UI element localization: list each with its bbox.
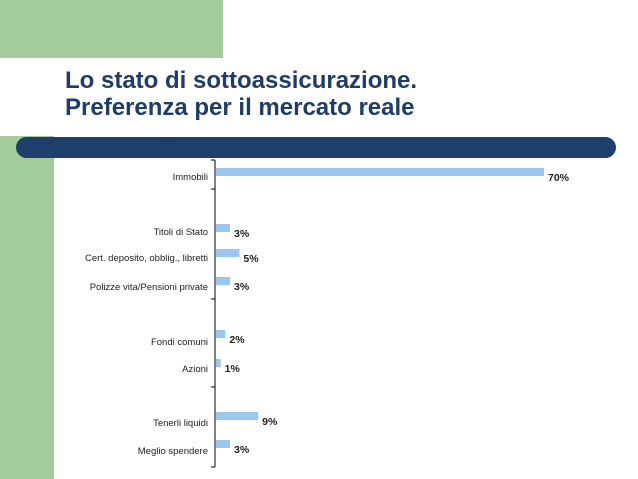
- bar-1: [216, 168, 544, 176]
- category-label-3: Cert. deposito, obblig., libretti: [85, 253, 208, 264]
- bar-value-label-4: 3%: [234, 281, 250, 293]
- bar-value-label-1: 70%: [548, 172, 570, 184]
- title-area: [0, 58, 638, 136]
- bar-7: [216, 412, 259, 420]
- bar-3: [216, 249, 240, 257]
- slide-title-line-1: Lo stato di sottoassicurazione.: [65, 67, 418, 94]
- bar-value-label-6: 1%: [225, 363, 241, 375]
- category-label-4: Polizze vita/Pensioni private: [90, 282, 208, 293]
- bar-value-label-2: 3%: [234, 228, 250, 240]
- bar-6: [216, 359, 221, 367]
- bar-value-label-7: 9%: [262, 416, 278, 428]
- category-label-7: Tenerli liquidi: [153, 418, 208, 429]
- title-banner: [16, 137, 616, 158]
- category-label-8: Meglio spendere: [138, 446, 208, 457]
- bar-2: [216, 224, 231, 232]
- bar-value-label-8: 3%: [234, 444, 250, 456]
- decor-green-strip: [0, 136, 54, 479]
- bar-value-label-5: 2%: [229, 334, 245, 346]
- bar-4: [216, 277, 231, 285]
- slide-title-line-2: Preferenza per il mercato reale: [65, 94, 415, 121]
- category-label-2: Titoli di Stato: [153, 227, 208, 238]
- category-label-6: Azioni: [182, 364, 208, 375]
- bar-5: [216, 330, 226, 338]
- category-label-5: Fondi comuni: [151, 337, 208, 348]
- bar-8: [216, 440, 231, 448]
- category-label-1: Immobili: [173, 172, 208, 183]
- bar-value-label-3: 5%: [243, 253, 259, 265]
